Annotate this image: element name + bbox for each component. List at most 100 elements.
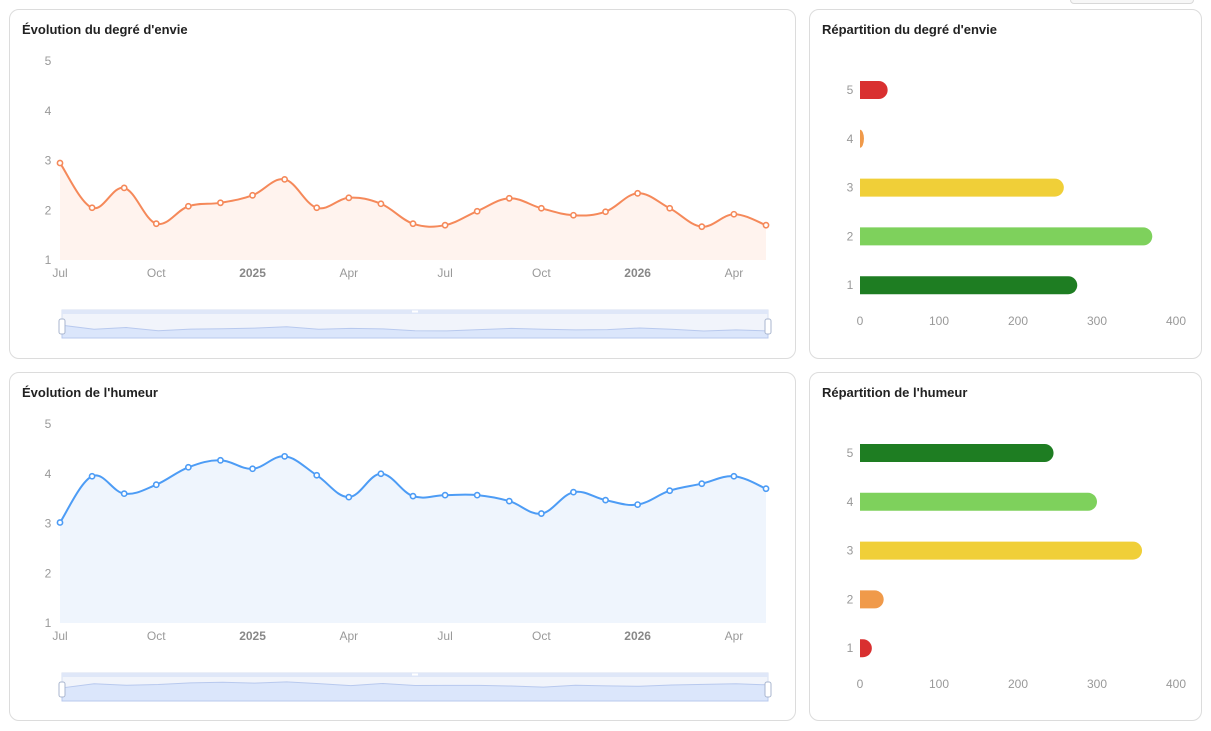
envie-evo-point[interactable] bbox=[184, 202, 192, 210]
humeur-evo-point[interactable] bbox=[120, 490, 128, 498]
humeur-evolution-title: Évolution de l'humeur bbox=[22, 385, 158, 400]
humeur-evo-x-tick: 2025 bbox=[239, 629, 266, 643]
humeur-dist-x-tick: 200 bbox=[1008, 677, 1028, 691]
humeur-evo-point[interactable] bbox=[570, 488, 577, 496]
humeur-evolution-chart: 1 2 3 4 5 Jul Oct 2025 Apr Jul Oct 2026 Apr bbox=[45, 417, 772, 702]
humeur-evo-zoom-preview bbox=[61, 681, 769, 702]
humeur-evo-point[interactable] bbox=[88, 472, 96, 480]
humeur-evo-y-tick: 2 bbox=[45, 566, 52, 580]
humeur-dist-y-tick: 3 bbox=[847, 544, 854, 558]
envie-evo-point[interactable] bbox=[409, 220, 417, 228]
humeur-evo-point[interactable] bbox=[313, 471, 321, 479]
humeur-dist-x-tick: 300 bbox=[1087, 677, 1107, 691]
envie-evo-point[interactable] bbox=[730, 210, 738, 218]
envie-evolution-title: Évolution du degré d'envie bbox=[22, 22, 188, 37]
envie-dist-bar-3[interactable] bbox=[860, 178, 1064, 197]
humeur-evo-point[interactable] bbox=[634, 501, 642, 508]
envie-dist-bar-1[interactable] bbox=[860, 276, 1078, 295]
envie-dist-x-tick: 100 bbox=[929, 314, 949, 328]
humeur-dist-bar-2[interactable] bbox=[860, 590, 884, 609]
envie-evo-zoom-grip[interactable] bbox=[412, 310, 418, 313]
humeur-evo-point[interactable] bbox=[281, 452, 289, 460]
humeur-evo-point[interactable] bbox=[409, 492, 417, 500]
humeur-evo-point[interactable] bbox=[730, 472, 738, 480]
envie-dist-x-tick: 300 bbox=[1087, 314, 1107, 328]
envie-evo-x-tick: Oct bbox=[147, 266, 166, 280]
top-tab-edge bbox=[1070, 0, 1194, 4]
humeur-evo-point[interactable] bbox=[537, 510, 545, 517]
envie-evo-x-tick: 2026 bbox=[624, 266, 651, 280]
humeur-evo-point[interactable] bbox=[473, 491, 481, 499]
humeur-evo-point[interactable] bbox=[505, 497, 513, 505]
envie-evo-point[interactable] bbox=[249, 191, 256, 199]
humeur-dist-bar-4[interactable] bbox=[860, 492, 1097, 511]
envie-evo-zoom-handle-right[interactable] bbox=[764, 318, 772, 335]
envie-evo-point[interactable] bbox=[441, 221, 449, 229]
humeur-evo-x-tick: Jul bbox=[52, 629, 67, 643]
humeur-evo-x-tick: Oct bbox=[532, 629, 551, 643]
humeur-evo-point[interactable] bbox=[249, 465, 256, 473]
humeur-evo-point[interactable] bbox=[441, 491, 449, 499]
humeur-dist-x-tick: 400 bbox=[1166, 677, 1186, 691]
envie-evo-point[interactable] bbox=[345, 194, 353, 202]
envie-evo-y-tick: 3 bbox=[45, 154, 52, 168]
humeur-dist-bar-3[interactable] bbox=[860, 541, 1143, 560]
envie-evo-point[interactable] bbox=[377, 200, 385, 208]
humeur-evo-point[interactable] bbox=[152, 481, 160, 489]
humeur-evo-point[interactable] bbox=[184, 463, 192, 471]
envie-dist-x-tick: 200 bbox=[1008, 314, 1028, 328]
humeur-dist-x-tick: 100 bbox=[929, 677, 949, 691]
humeur-evo-point[interactable] bbox=[377, 470, 385, 478]
humeur-evo-point[interactable] bbox=[602, 496, 609, 504]
envie-evo-point[interactable] bbox=[570, 211, 577, 219]
envie-evo-point[interactable] bbox=[217, 199, 224, 207]
humeur-distribution-title: Répartition de l'humeur bbox=[822, 385, 968, 400]
envie-evo-point[interactable] bbox=[537, 204, 545, 212]
humeur-evo-point[interactable] bbox=[217, 456, 224, 464]
humeur-evo-point[interactable] bbox=[666, 487, 674, 495]
humeur-evo-zoom-handle-left[interactable] bbox=[58, 681, 66, 698]
envie-dist-bar-5[interactable] bbox=[860, 81, 888, 99]
envie-evo-point[interactable] bbox=[473, 207, 481, 215]
humeur-dist-bar-5[interactable] bbox=[860, 444, 1054, 462]
envie-dist-bar-2[interactable] bbox=[860, 227, 1153, 246]
humeur-evo-x-tick: Jul bbox=[437, 629, 452, 643]
humeur-evo-y-tick: 5 bbox=[45, 417, 52, 431]
envie-evo-point[interactable] bbox=[120, 184, 128, 192]
envie-evo-point[interactable] bbox=[88, 204, 96, 212]
humeur-evo-x-tick: 2026 bbox=[624, 629, 651, 643]
envie-evo-y-tick: 5 bbox=[45, 54, 52, 68]
envie-evo-point[interactable] bbox=[762, 221, 770, 229]
envie-dist-bar-4[interactable] bbox=[860, 129, 864, 148]
humeur-evo-y-tick: 1 bbox=[45, 616, 52, 630]
envie-evo-x-tick: Apr bbox=[725, 266, 744, 280]
envie-distribution-title: Répartition du degré d'envie bbox=[822, 22, 998, 37]
humeur-evo-point[interactable] bbox=[56, 519, 64, 526]
humeur-distribution-chart: 0 100 200 300 400 1 2 3 4 5 bbox=[847, 444, 1186, 691]
humeur-evo-x-tick: Apr bbox=[725, 629, 744, 643]
envie-evo-point[interactable] bbox=[281, 176, 289, 183]
envie-dist-x-tick: 400 bbox=[1166, 314, 1186, 328]
envie-evo-point[interactable] bbox=[313, 204, 321, 212]
envie-evo-point[interactable] bbox=[698, 223, 706, 231]
envie-evo-point[interactable] bbox=[602, 208, 609, 216]
humeur-dist-bar-1[interactable] bbox=[860, 639, 872, 658]
humeur-evo-zoom-grip[interactable] bbox=[412, 673, 418, 676]
envie-evo-x-tick: Jul bbox=[52, 266, 67, 280]
humeur-evo-point[interactable] bbox=[345, 493, 353, 501]
envie-evo-point[interactable] bbox=[152, 220, 160, 228]
humeur-evo-point[interactable] bbox=[762, 485, 770, 493]
envie-evo-point[interactable] bbox=[56, 159, 64, 167]
envie-dist-y-tick: 5 bbox=[847, 83, 854, 97]
envie-evo-point[interactable] bbox=[505, 194, 513, 202]
humeur-dist-x-tick: 0 bbox=[857, 677, 864, 691]
humeur-evo-x-tick: Apr bbox=[339, 629, 358, 643]
humeur-dist-y-tick: 1 bbox=[847, 641, 854, 655]
humeur-evo-zoom-handle-right[interactable] bbox=[764, 681, 772, 698]
humeur-distribution-card: Répartition de l'humeur 0 100 200 300 400 1 2 3… bbox=[809, 372, 1202, 721]
envie-evo-point[interactable] bbox=[634, 189, 642, 197]
humeur-evo-point[interactable] bbox=[698, 480, 706, 488]
envie-evo-point[interactable] bbox=[666, 204, 674, 212]
envie-dist-y-tick: 4 bbox=[847, 132, 854, 146]
envie-evo-zoom-handle-left[interactable] bbox=[58, 318, 66, 335]
